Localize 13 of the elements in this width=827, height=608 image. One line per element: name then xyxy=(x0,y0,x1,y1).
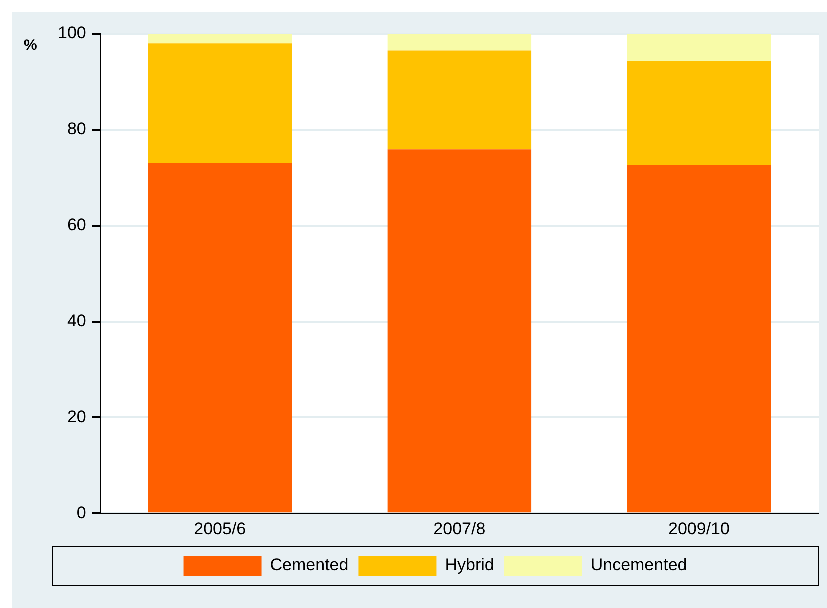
x-tick-label: 2007/8 xyxy=(434,519,486,538)
y-tick-label: 0 xyxy=(76,503,86,522)
y-tick-label: 40 xyxy=(67,311,86,330)
legend-label: Uncemented xyxy=(590,556,688,575)
y-axis-title: % xyxy=(24,37,38,54)
legend-label: Cemented xyxy=(270,556,349,575)
legend-label: Hybrid xyxy=(445,556,494,575)
y-tick-label: 80 xyxy=(67,120,86,139)
x-tick-label: 2009/10 xyxy=(668,519,730,538)
y-tick-label: 20 xyxy=(67,407,86,426)
y-tick-label: 100 xyxy=(58,24,86,43)
y-tick-label: 60 xyxy=(67,216,86,235)
x-tick-label: 2005/6 xyxy=(194,519,246,538)
